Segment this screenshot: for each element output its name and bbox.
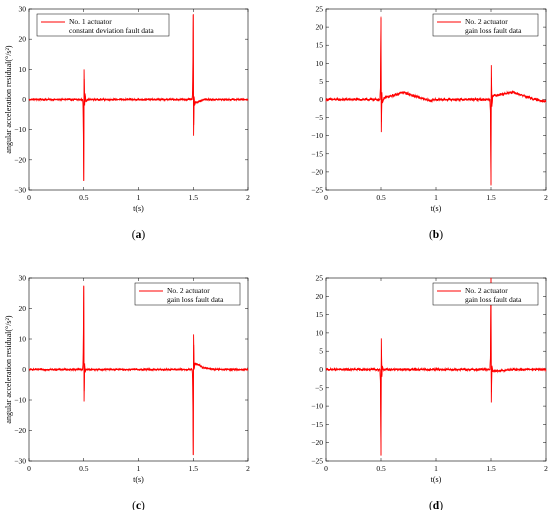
x-tick-label: 0.5 [376, 193, 386, 202]
legend-box [134, 282, 241, 306]
y-tick-label: 10 [19, 65, 27, 74]
x-tick-label: 2 [544, 193, 548, 202]
legend: No. 1 actuator constant deviation fault … [36, 13, 170, 37]
legend-line-1: No. 1 actuator [69, 17, 112, 26]
legend-line-2: constant deviation fault data [69, 26, 154, 35]
y-tick-label: 20 [19, 304, 27, 313]
caption-letter: b [433, 229, 439, 241]
y-tick-label: −10 [14, 396, 26, 405]
y-tick-label: −10 [14, 125, 26, 134]
x-tick-label: 0.5 [79, 193, 89, 202]
y-tick-label: 10 [316, 328, 324, 337]
series-peaks [326, 18, 547, 185]
legend-line-2: gain loss fault data [465, 295, 522, 304]
x-tick-label: 1 [434, 193, 438, 202]
legend-box [432, 13, 539, 37]
y-tick-label: 25 [316, 274, 324, 283]
x-axis-title: t(s) [133, 475, 144, 484]
y-tick-label: 5 [319, 77, 323, 86]
y-tick-label: −25 [311, 457, 323, 466]
y-axis-title: angular acceleration residual(°/s²) [4, 315, 13, 424]
panel-b: 0 0.5 1 1.5 2 −25 −20 −15 −10 −5 0 5 10 15 20 25 No. 2 … [311, 5, 548, 242]
y-tick-label: −20 [14, 426, 26, 435]
legend: No. 2 actuator gain loss fault data [432, 13, 539, 37]
legend-line-2: gain loss fault data [465, 26, 522, 35]
x-tick-label: 0 [27, 464, 31, 473]
x-tick-label: 1 [137, 193, 141, 202]
x-tick-label: 1.5 [189, 464, 199, 473]
y-tick-label: 15 [316, 41, 324, 50]
panel-caption: (b) [429, 229, 443, 241]
caption-letter: c [136, 500, 141, 510]
y-tick-label: 5 [319, 347, 323, 356]
y-tick-label: −15 [311, 149, 323, 158]
y-tick-label: 0 [22, 365, 26, 374]
series-peaks [326, 277, 546, 456]
x-tick-label: 2 [544, 464, 548, 473]
y-tick-label: 25 [316, 5, 324, 14]
x-tick-label: 0.5 [376, 464, 386, 473]
legend: No. 2 actuator gain loss fault data [432, 282, 539, 306]
legend-line-2: gain loss fault data [167, 295, 224, 304]
x-tick-label: 0 [324, 193, 328, 202]
y-tick-label: −10 [311, 131, 323, 140]
y-tick-label: −20 [311, 167, 323, 176]
y-tick-label: 0 [319, 95, 323, 104]
caption-letter: a [136, 229, 142, 241]
y-tick-label: 10 [316, 59, 324, 68]
grid-ticks: 0 0.5 1 1.5 2 −30 −20 −10 0 10 20 30 [14, 5, 250, 203]
x-tick-label: 0.5 [79, 464, 89, 473]
legend: No. 2 actuator gain loss fault data [134, 282, 241, 306]
caption-letter: d [433, 500, 440, 510]
legend-line-1: No. 2 actuator [465, 17, 508, 26]
legend-line-1: No. 2 actuator [167, 286, 210, 295]
series-peaks [29, 15, 248, 181]
x-tick-label: 1.5 [189, 193, 199, 202]
grid-ticks: 0 0.5 1 1.5 2 −30 −20 −10 0 10 20 30 [14, 274, 250, 474]
x-tick-label: 0 [27, 193, 31, 202]
panel-d: 0 0.5 1 1.5 2 −25 −20 −15 −10 −5 0 5 10 15 20 25 No. 2 … [311, 274, 548, 510]
y-tick-label: 30 [19, 5, 27, 14]
panel-caption: (c) [132, 500, 145, 510]
panel-caption: (d) [429, 500, 443, 510]
y-tick-label: −25 [311, 186, 323, 195]
x-axis-title: t(s) [431, 204, 442, 213]
grid-ticks: 0 0.5 1 1.5 2 −25 −20 −15 −10 −5 0 5 10 15 20 25 [311, 274, 548, 474]
x-tick-label: 0 [324, 464, 328, 473]
legend-box [432, 282, 539, 306]
y-tick-label: 20 [316, 292, 324, 301]
x-tick-label: 1.5 [486, 193, 496, 202]
x-tick-label: 2 [246, 464, 250, 473]
x-axis-title: t(s) [431, 475, 442, 484]
series-peaks [29, 285, 248, 455]
y-tick-label: −5 [315, 383, 323, 392]
y-tick-label: 20 [19, 35, 27, 44]
x-tick-label: 1 [434, 464, 438, 473]
y-tick-label: 0 [319, 365, 323, 374]
y-tick-label: 30 [19, 274, 27, 283]
y-tick-label: −30 [14, 186, 26, 195]
y-axis-title: angular acceleration residual(°/s²) [4, 45, 13, 154]
y-tick-label: 10 [19, 335, 27, 344]
y-tick-label: 20 [316, 23, 324, 32]
legend-line-1: No. 2 actuator [465, 286, 508, 295]
y-tick-label: −5 [315, 113, 323, 122]
y-tick-label: −10 [311, 402, 323, 411]
y-tick-label: 0 [22, 95, 26, 104]
y-tick-label: −15 [311, 420, 323, 429]
legend-box [36, 13, 170, 37]
y-tick-label: 15 [316, 310, 324, 319]
panel-c: 0 0.5 1 1.5 2 −30 −20 −10 0 10 20 30 No. 2 actuator… [4, 274, 250, 510]
y-tick-label: −20 [14, 155, 26, 164]
x-axis-title: t(s) [133, 204, 144, 213]
y-tick-label: −30 [14, 457, 26, 466]
y-tick-label: −20 [311, 438, 323, 447]
panel-a: 0 0.5 1 1.5 2 −30 −20 −10 0 10 20 30 No. 1 actuator… [4, 5, 250, 242]
panel-caption: (a) [132, 229, 146, 241]
x-tick-label: 2 [246, 193, 250, 202]
x-tick-label: 1 [137, 464, 141, 473]
grid-ticks: 0 0.5 1 1.5 2 −25 −20 −15 −10 −5 0 5 10 15 20 25 [311, 5, 548, 203]
x-tick-label: 1.5 [486, 464, 496, 473]
